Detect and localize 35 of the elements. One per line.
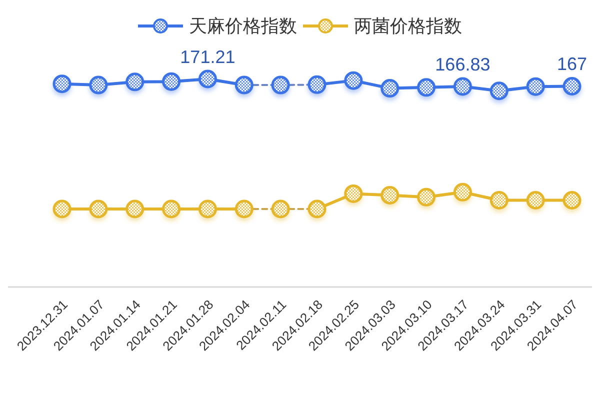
point — [271, 76, 290, 94]
point — [198, 70, 217, 88]
legend-label: 两菌价格指数 — [354, 16, 462, 36]
data-label: 167 — [556, 54, 588, 74]
point — [162, 200, 181, 218]
point — [126, 200, 144, 218]
point — [52, 200, 72, 218]
point — [344, 71, 363, 90]
point — [526, 77, 545, 96]
point — [271, 200, 290, 218]
point — [417, 188, 436, 206]
point — [162, 72, 181, 91]
point — [380, 79, 400, 98]
point — [453, 77, 472, 96]
point — [417, 78, 436, 97]
data-label: 171.21 — [180, 47, 236, 67]
point — [126, 72, 144, 92]
point — [344, 184, 363, 203]
point — [490, 82, 508, 100]
legend-label: 天麻价格指数 — [189, 16, 297, 36]
point — [308, 75, 326, 94]
point — [562, 190, 582, 210]
data-label: 166.83 — [435, 54, 490, 75]
point — [490, 190, 508, 210]
point — [453, 182, 472, 202]
point — [198, 200, 217, 218]
point — [89, 76, 108, 94]
point — [234, 76, 254, 94]
point — [562, 76, 582, 96]
point — [89, 200, 108, 218]
point — [234, 200, 254, 218]
point — [380, 186, 400, 205]
point — [526, 190, 545, 210]
point — [308, 200, 326, 218]
point — [52, 74, 72, 94]
